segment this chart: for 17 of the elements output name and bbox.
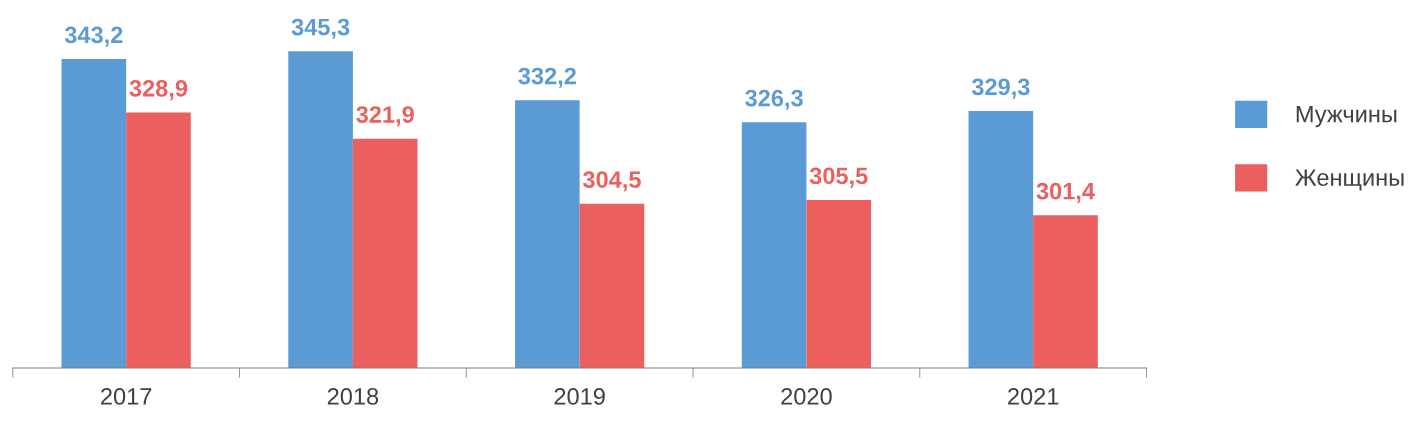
data-label: 329,3 (971, 78, 1030, 99)
x-tick-label: 2017 (101, 388, 152, 405)
x-tick-label: 2021 (1008, 388, 1059, 405)
data-label: 332,2 (518, 67, 576, 88)
legend-label: Мужчины (1296, 106, 1397, 128)
data-label: 326,3 (745, 89, 803, 110)
data-label: 301,4 (1036, 182, 1095, 203)
data-label: 304,5 (582, 171, 641, 192)
data-label: 345,3 (291, 18, 350, 39)
x-tick-label: 2020 (781, 388, 832, 405)
data-label: 321,9 (356, 106, 414, 127)
x-tick-label: 2019 (554, 388, 605, 405)
legend-label: Женщины (1295, 169, 1404, 191)
x-tick-label: 2018 (327, 388, 379, 405)
data-label: 343,2 (64, 26, 123, 47)
data-label: 328,9 (129, 79, 188, 101)
data-label: 305,5 (809, 167, 868, 188)
